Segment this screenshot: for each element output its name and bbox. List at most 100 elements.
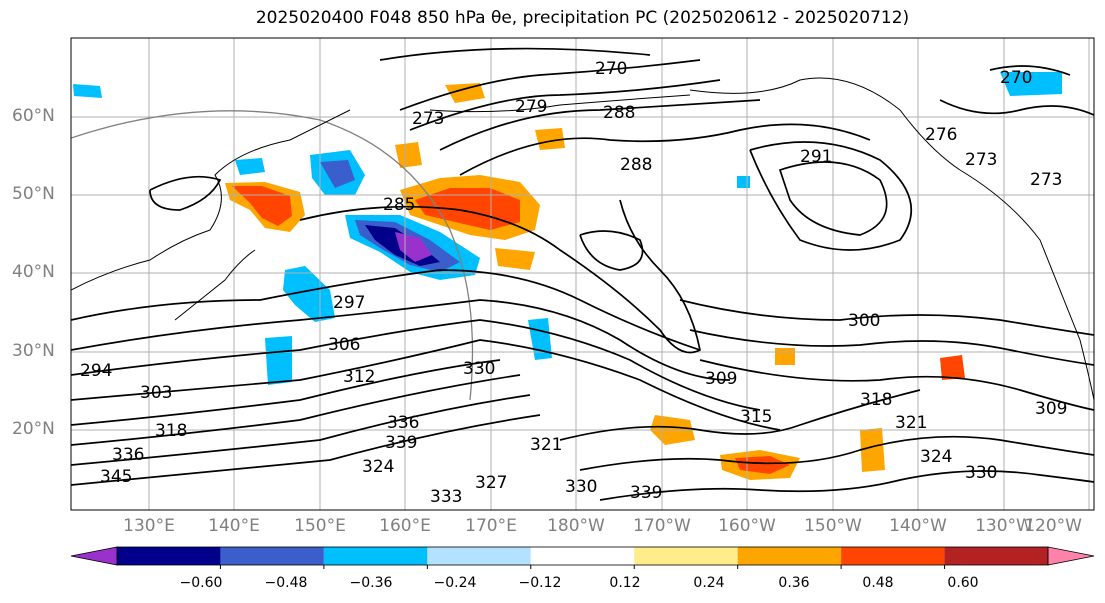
shade-positive-11 [860,428,885,472]
shade-positive-2 [415,188,520,230]
contour-labels: 270 273 279 288 288 291 285 297 306 303 … [80,59,1067,507]
colorbar-tick-label: 0.24 [693,575,725,591]
contour-label: 288 [603,103,635,123]
contour-label: 330 [463,359,495,379]
coast-north-america [959,169,1094,401]
contour-label: 270 [1000,68,1032,88]
contour-label: 294 [80,361,112,381]
shade-negative-11 [1000,72,1062,96]
contour-label: 303 [140,383,172,403]
colorbar-border [116,546,1049,566]
lon-label-170e: 170°E [465,516,517,536]
lon-label-140e: 140°E [208,516,260,536]
contour-label: 300 [848,311,880,331]
contour-label: 270 [595,59,627,79]
contour-label: 288 [620,155,652,175]
contour-label: 318 [860,390,892,410]
lat-label-20n: 20°N [12,419,55,439]
colorbar-tick-label: −0.48 [264,575,308,591]
contour-label: 333 [430,487,462,507]
shade-positive-6 [735,456,790,474]
lon-label-150w: 150°W [804,516,862,536]
shade-negative-4 [395,232,432,262]
contour-label: 327 [475,473,507,493]
shade-negative-7 [320,160,355,188]
colorbar-extend-high [1047,546,1095,566]
gridlines [71,38,1094,510]
contour-label: 279 [515,97,547,117]
lon-label-160w: 160°W [718,516,776,536]
colorbar-segment [634,547,738,565]
colorbar-segment [737,547,842,565]
colorbar [70,546,1095,569]
shade-positive-8 [445,83,485,103]
colorbar-segment [323,547,428,565]
lon-label-170w: 170°W [633,516,691,536]
contour-label: 330 [565,477,597,497]
shade-negative-12 [73,84,102,98]
colorbar-segment [220,547,324,565]
colorbar-segment [841,547,945,565]
contour-label: 273 [412,109,444,129]
colorbar-tick-label: −0.36 [349,575,393,591]
contour-label: 321 [895,413,927,433]
colorbar-segment [427,547,531,565]
contour-label: 324 [362,457,394,477]
contour-label: 324 [920,447,952,467]
colorbar-segment [530,547,635,565]
colorbar-tick-label: 0.48 [862,575,894,591]
reference-arc [71,110,474,401]
lat-label-50n: 50°N [12,184,55,204]
coastlines [71,77,1094,401]
contour-label: 318 [155,421,187,441]
contour-label: 276 [925,125,957,145]
contour-label: 312 [343,367,375,387]
shade-positive-13 [495,248,535,270]
lon-label-150e: 150°E [294,516,346,536]
colorbar-tick-label: −0.12 [518,575,562,591]
contour-label: 339 [630,483,662,503]
colorbar-tick-label: −0.60 [179,575,223,591]
shade-positive-12 [940,355,965,380]
contour-label: 345 [100,467,132,487]
map-frame [70,37,1095,511]
coast-alaska [689,77,961,171]
contour-label: 291 [800,147,832,167]
colorbar-tick-label: −0.24 [433,575,477,591]
map-background [71,38,1094,510]
shade-positive-4 [232,186,292,226]
colorbar-tick-label: 0.36 [778,575,810,591]
shade-positive-10 [535,128,565,150]
lon-label-120w: 120°W [1024,516,1082,536]
contour-label: 315 [740,407,772,427]
lon-label-180w: 180°W [547,516,605,536]
shade-positive-9 [395,142,422,168]
coast-asia [71,109,351,291]
contour-label: 336 [387,413,419,433]
lon-label-130w: 130°W [975,516,1033,536]
coast-japan [174,249,256,321]
lon-label-160e: 160°E [379,516,431,536]
colorbar-tick-label: 0.60 [947,575,979,591]
contour-label: 273 [1030,170,1062,190]
contour-label: 306 [328,335,360,355]
lon-label-140w: 140°W [889,516,947,536]
contour-label: 336 [112,445,144,465]
contour-label: 309 [705,369,737,389]
colorbar-segment [944,547,1048,565]
contour-label: 297 [333,293,365,313]
lat-label-30n: 30°N [12,341,55,361]
lat-label-40n: 40°N [12,262,55,282]
map-title: 2025020400 F048 850 hPa θe, precipitatio… [255,8,910,28]
shade-negative-9 [265,336,292,385]
shade-positive-14 [775,348,795,365]
lat-label-60n: 60°N [12,106,55,126]
shade-negative-8 [235,158,265,175]
contour-label: 285 [383,195,415,215]
contour-label: 339 [385,433,417,453]
contour-label: 321 [530,435,562,455]
lon-label-130e: 130°E [123,516,175,536]
coast-aleutians [429,94,691,113]
shade-negative-5 [283,266,335,322]
